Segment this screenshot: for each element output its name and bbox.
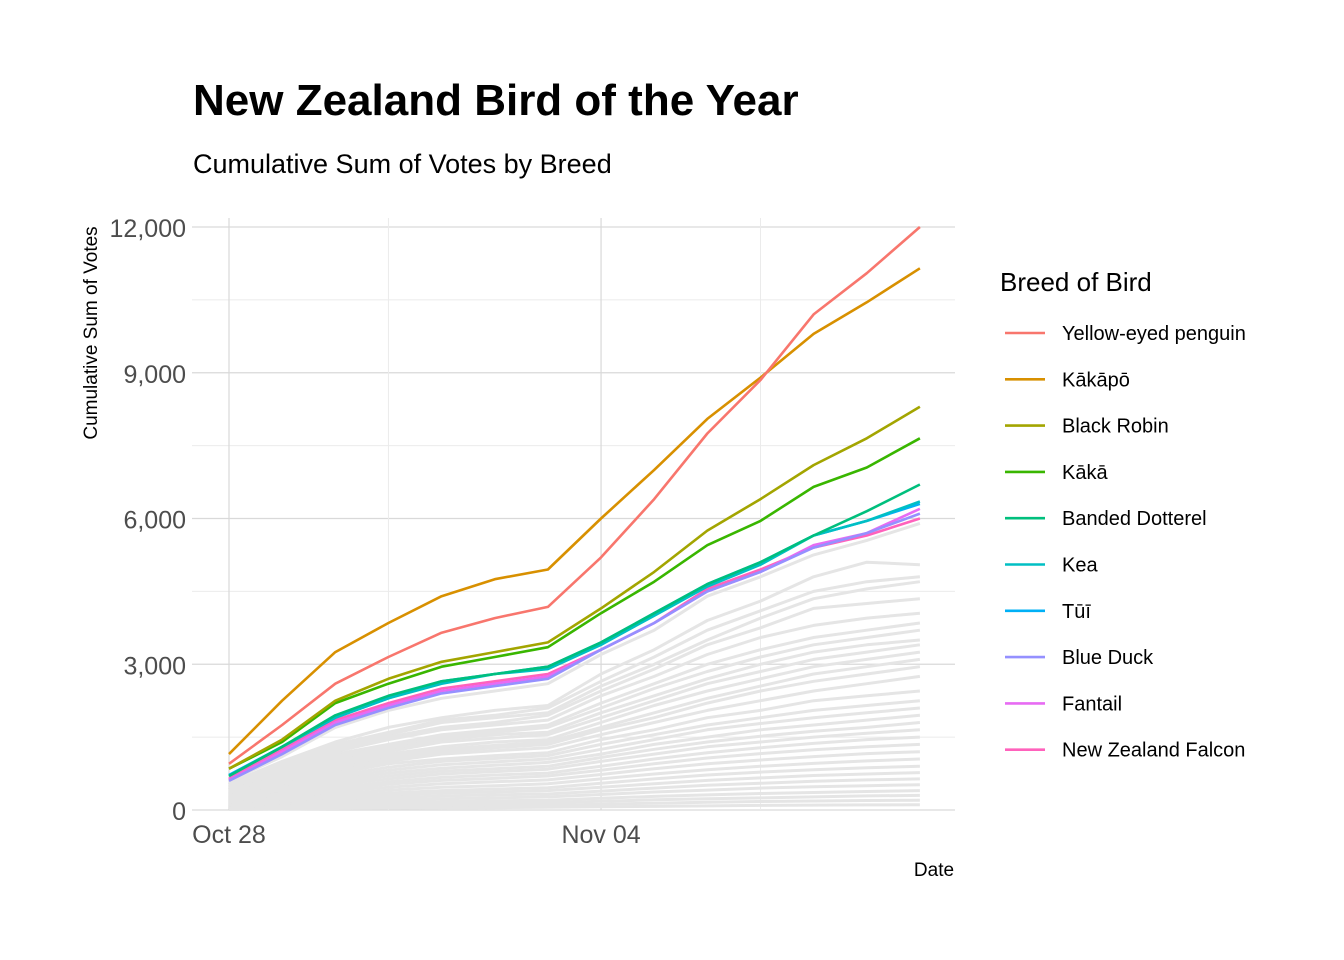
y-axis-ticks: 0 3,000 6,000 9,000 12,000 xyxy=(110,215,186,826)
other-series-line xyxy=(228,750,920,806)
legend-title: Breed of Bird xyxy=(1000,267,1152,297)
other-series-line xyxy=(228,713,921,802)
series-line-blue-duck xyxy=(228,512,921,783)
legend-label-kea: Kea xyxy=(1062,555,1098,577)
other-series-line xyxy=(228,611,921,790)
y-axis-label: Cumulative Sum of Votes xyxy=(81,226,102,439)
other-series-line xyxy=(228,783,920,810)
other-series-line xyxy=(228,699,921,800)
other-series-line xyxy=(228,689,921,799)
series-line-kakapo xyxy=(228,267,921,756)
other-series-line xyxy=(228,674,921,798)
other-series-line xyxy=(228,706,921,801)
legend-label-tui: Tūī xyxy=(1062,601,1091,623)
y-tick-label: 3,000 xyxy=(123,652,186,680)
y-tick-label: 0 xyxy=(172,798,186,826)
background-series-lines xyxy=(228,521,921,811)
other-series-line xyxy=(228,665,921,797)
legend: Breed of Bird Yellow-eyed penguin Kākāpō B… xyxy=(1000,267,1246,762)
series-line-banded-dotterel xyxy=(228,483,921,778)
other-series-line xyxy=(228,721,921,803)
other-series-line xyxy=(228,735,920,805)
x-tick-label: Nov 04 xyxy=(561,821,640,849)
series-line-black-robin xyxy=(228,405,921,770)
other-series-line xyxy=(228,650,921,795)
other-series-line xyxy=(228,742,920,805)
highlighted-series-lines xyxy=(228,226,921,783)
other-series-line xyxy=(228,575,921,788)
legend-label-kaka: Kākā xyxy=(1062,462,1108,484)
other-series-line xyxy=(228,764,920,808)
other-series-line xyxy=(228,803,920,811)
other-series-line xyxy=(228,560,920,785)
legend-label-banded-dotterel: Banded Dotterel xyxy=(1062,508,1207,530)
other-series-line xyxy=(228,521,921,783)
other-series-line xyxy=(228,777,920,809)
chart-title: New Zealand Bird of the Year xyxy=(193,76,799,125)
other-series-line xyxy=(228,757,920,807)
legend-label-new-zealand-falcon: New Zealand Falcon xyxy=(1062,740,1245,762)
series-line-yellow-eyed-penguin xyxy=(228,226,921,765)
x-axis-label: Date xyxy=(914,860,954,881)
y-tick-label: 6,000 xyxy=(123,507,186,535)
legend-items: Yellow-eyed penguin Kākāpō Black Robin Kākā… xyxy=(1005,323,1246,762)
other-series-line xyxy=(228,793,920,810)
y-tick-label: 9,000 xyxy=(123,361,186,389)
other-series-line xyxy=(228,657,921,796)
legend-label-kakapo: Kākāpō xyxy=(1062,369,1130,391)
other-series-line xyxy=(228,728,920,804)
legend-label-yellow-eyed-penguin: Yellow-eyed penguin xyxy=(1062,323,1246,345)
other-series-line xyxy=(228,643,921,794)
series-line-kaka xyxy=(228,437,921,770)
other-series-line xyxy=(228,580,921,788)
other-series-line xyxy=(228,621,921,793)
other-series-line xyxy=(228,597,921,790)
legend-label-fantail: Fantail xyxy=(1062,693,1122,715)
other-series-line xyxy=(228,771,920,808)
x-tick-label: Oct 28 xyxy=(192,821,266,849)
other-series-line xyxy=(228,628,921,793)
legend-label-blue-duck: Blue Duck xyxy=(1062,647,1154,669)
chart-subtitle: Cumulative Sum of Votes by Breed xyxy=(193,149,612,179)
x-axis-ticks: Oct 28 Nov 04 xyxy=(192,821,641,849)
y-tick-label: 12,000 xyxy=(110,215,186,243)
legend-label-black-robin: Black Robin xyxy=(1062,416,1169,438)
other-series-line xyxy=(228,638,921,793)
